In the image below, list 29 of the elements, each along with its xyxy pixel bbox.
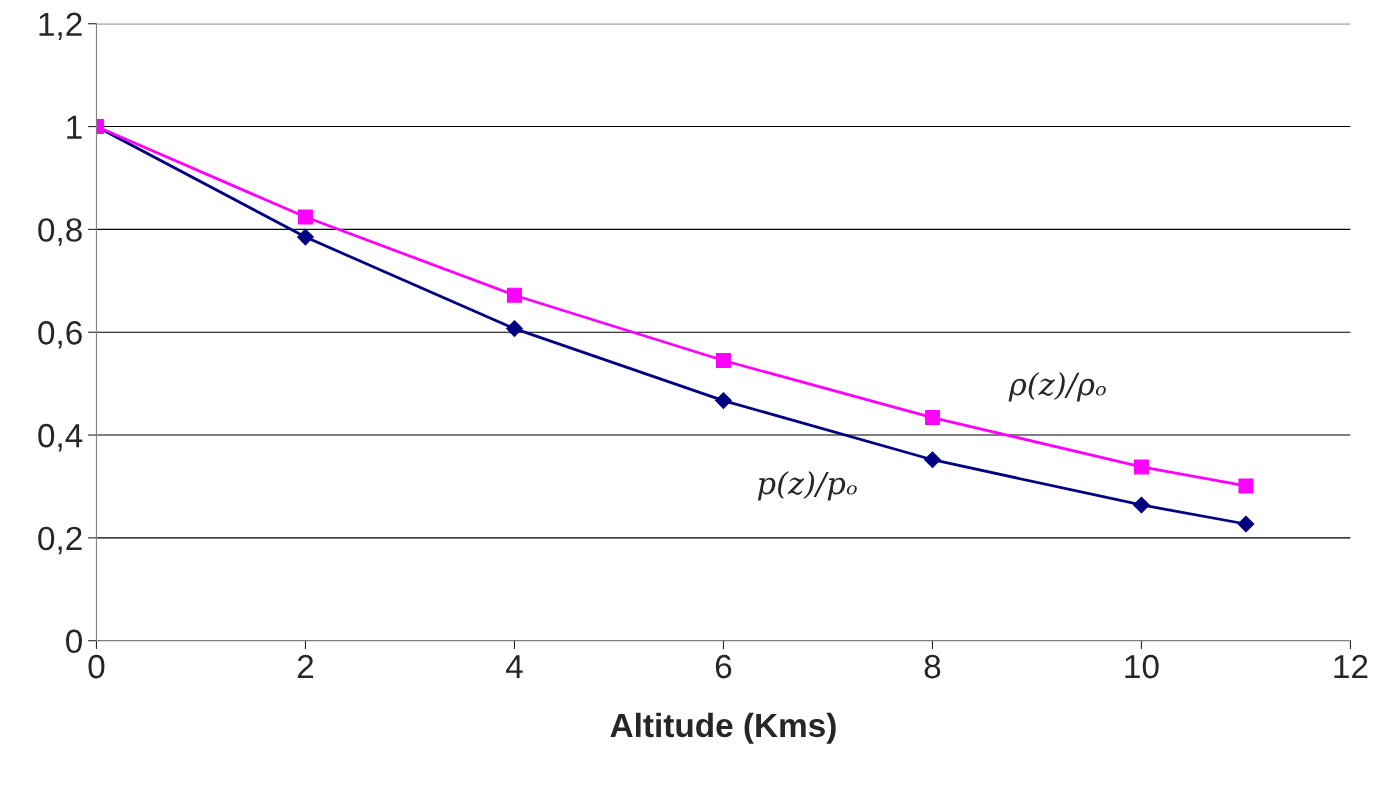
point [506, 287, 522, 303]
y-tick-label: 0,8 [38, 218, 82, 246]
point [715, 353, 731, 368]
point [1133, 496, 1150, 514]
y-tick-label: 0,6 [38, 321, 82, 349]
y-tick-label: 0 [66, 629, 82, 654]
point [1237, 515, 1255, 533]
point [924, 410, 940, 426]
x-tick-label: 10 [1125, 654, 1159, 679]
point [1238, 478, 1254, 494]
x-tick-label: 4 [505, 655, 523, 679]
x-axis-title: Altitude (Kms) [610, 712, 836, 744]
point [924, 451, 941, 469]
point [1133, 459, 1149, 475]
x-tick-label: 6 [715, 654, 732, 679]
point [297, 209, 313, 225]
series-label: ρ(z)/ρₒ [1008, 371, 1106, 402]
x-tick-label: 12 [1334, 654, 1368, 679]
y-tick-label: 1,2 [39, 12, 82, 41]
point [506, 320, 523, 337]
series-label: p(z)/pₒ [757, 470, 857, 501]
y-tick-label: 1 [67, 115, 82, 139]
point [715, 392, 732, 409]
x-tick-label: 2 [297, 654, 314, 679]
x-tick-label: 0 [88, 654, 105, 679]
x-tick-label: 8 [924, 654, 941, 679]
y-tick-label: 0,2 [38, 526, 82, 555]
point [297, 228, 314, 246]
y-tick-label: 0,4 [38, 423, 83, 452]
